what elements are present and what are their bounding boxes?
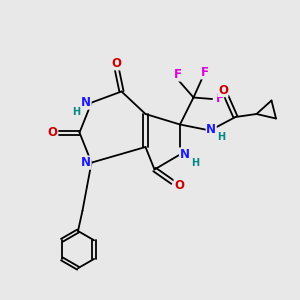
Text: N: N (81, 96, 91, 109)
Text: F: F (201, 66, 209, 79)
Text: O: O (174, 179, 184, 192)
Text: H: H (217, 132, 225, 142)
Text: N: N (179, 148, 190, 161)
Text: O: O (111, 57, 122, 70)
Text: N: N (81, 156, 91, 169)
Text: N: N (206, 123, 216, 136)
Text: F: F (174, 68, 182, 81)
Text: O: O (218, 83, 228, 97)
Text: H: H (191, 158, 199, 168)
Text: O: O (47, 125, 57, 139)
Text: H: H (72, 106, 81, 117)
Text: F: F (216, 92, 224, 105)
